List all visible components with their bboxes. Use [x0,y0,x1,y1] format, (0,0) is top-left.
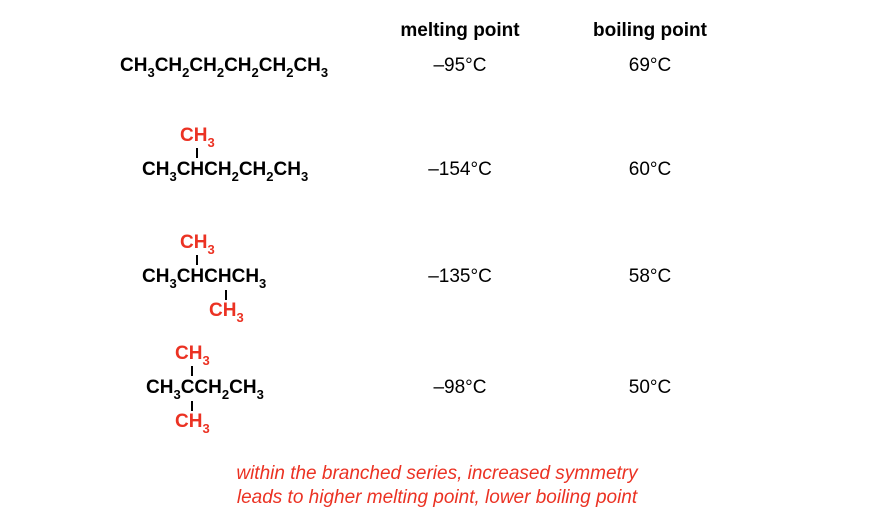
branch-ch3: CH3 [180,125,215,149]
formula-main: CH3CCH2CH3 [146,377,264,401]
formula-cell: CH3 CH3CHCH2CH2CH3 [120,125,380,215]
bond-icon [191,366,193,376]
caption: within the branched series, increased sy… [0,462,874,510]
formula-main: CH3CHCH2CH2CH3 [142,159,308,183]
bp-value: 69°C [570,55,730,77]
table-row: CH3 CH3CHCHCH3 CH3 –135°C 58°C [0,232,874,327]
formula-main: CH3CHCHCH3 [142,266,266,290]
bp-value: 50°C [570,377,730,399]
branch-ch3: CH3 [180,232,215,256]
table-row: CH3 CH3CCH2CH3 CH3 –98°C 50°C [0,343,874,438]
mp-value: –135°C [380,266,540,288]
formula-cell: CH3 CH3CHCHCH3 CH3 [120,232,380,327]
caption-line1: within the branched series, increased sy… [236,463,637,484]
table-row: CH3 CH3CHCH2CH2CH3 –154°C 60°C [0,125,874,215]
bp-value: 60°C [570,159,730,181]
branch-ch3: CH3 [175,343,210,367]
mp-value: –95°C [380,55,540,77]
mp-value: –154°C [380,159,540,181]
formula-hexane: CH3CH2CH2CH2CH2CH3 [120,55,328,79]
branch-ch3: CH3 [175,411,210,435]
bond-icon [196,255,198,265]
bp-value: 58°C [570,266,730,288]
mp-value: –98°C [380,377,540,399]
branch-ch3: CH3 [209,300,244,324]
bond-icon [225,290,227,300]
bond-icon [196,148,198,158]
melting-point-header: melting point [380,20,540,42]
formula-cell: CH3 CH3CCH2CH3 CH3 [120,343,380,438]
table-row: CH3CH2CH2CH2CH2CH3 –95°C 69°C [0,55,874,85]
bond-icon [191,401,193,411]
caption-line2: leads to higher melting point, lower boi… [237,487,637,508]
boiling-point-header: boiling point [570,20,730,42]
